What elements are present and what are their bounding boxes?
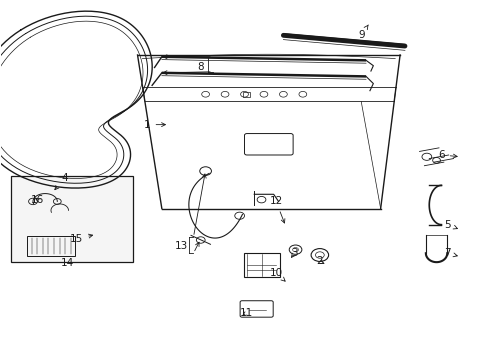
Text: 14: 14 [61,258,74,268]
Text: 9: 9 [357,25,367,40]
FancyBboxPatch shape [11,176,132,262]
Text: 2: 2 [316,256,323,266]
Text: 12: 12 [269,197,285,223]
Text: 7: 7 [443,248,456,258]
Text: 8: 8 [197,63,203,72]
Text: 4: 4 [55,173,68,190]
Text: 15: 15 [70,234,92,244]
Text: 1: 1 [143,120,165,130]
Text: 13: 13 [174,241,187,251]
Text: 5: 5 [444,220,456,230]
Text: 16: 16 [31,195,44,204]
Text: 3: 3 [291,248,297,258]
Text: 6: 6 [437,150,456,160]
Text: 10: 10 [269,268,285,281]
Text: 11: 11 [240,308,253,318]
